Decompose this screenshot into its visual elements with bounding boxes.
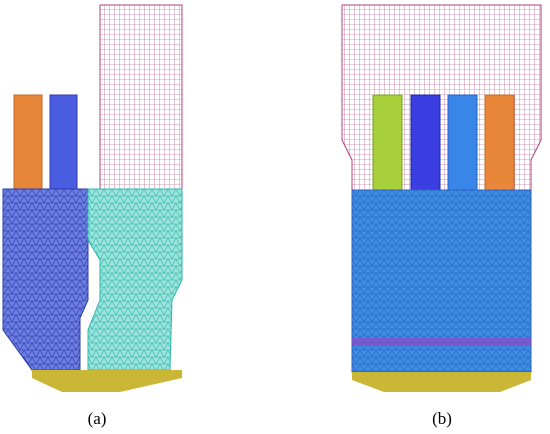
column-blue — [49, 94, 78, 190]
mesh-band — [352, 338, 531, 346]
mesh-left — [2, 188, 89, 371]
mesh-right — [87, 188, 183, 371]
column-green — [372, 94, 403, 191]
panel-label: (a) — [88, 409, 107, 428]
panel-a: (a) — [2, 4, 183, 428]
column-sky — [447, 94, 478, 191]
base — [32, 370, 182, 392]
panel-label: (b) — [432, 409, 452, 428]
mesh-upper — [99, 4, 183, 190]
column-orange — [484, 94, 515, 191]
column-blue — [410, 94, 441, 191]
column-orange — [13, 94, 43, 190]
panel-b: (b) — [341, 4, 542, 428]
base — [352, 372, 531, 392]
